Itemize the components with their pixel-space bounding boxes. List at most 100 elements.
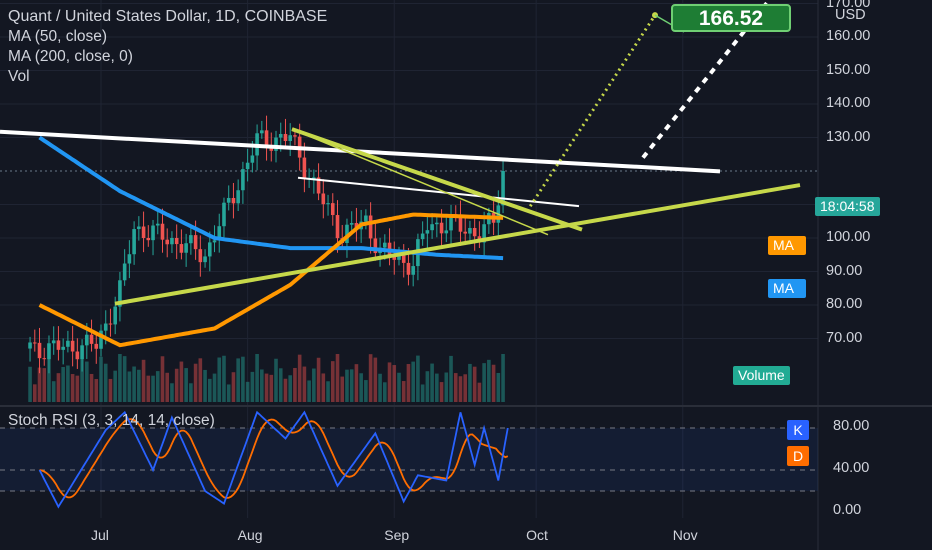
date-tick-label: Nov: [672, 527, 698, 543]
candle-body: [411, 266, 415, 275]
stoch-k-line: [38, 410, 509, 509]
candle-body: [458, 215, 463, 232]
date-tick-label: Sep: [384, 527, 410, 543]
volume-bar: [99, 356, 103, 402]
price-tick-label: 170.00: [826, 0, 871, 11]
candle-body: [245, 162, 250, 170]
candle-body: [113, 306, 117, 325]
volume-bar: [47, 358, 51, 402]
candle-body: [155, 223, 160, 226]
volume-bar: [260, 369, 264, 402]
candle-body: [170, 237, 174, 245]
ma200-badge: MA: [768, 279, 806, 298]
volume-bar: [155, 371, 160, 402]
price-tick-label: 80.00: [826, 296, 863, 312]
candle-body: [80, 345, 84, 360]
currency-label: USD: [835, 7, 866, 23]
candle-body: [85, 334, 89, 346]
volume-bar: [368, 354, 373, 402]
volume-bar: [430, 363, 434, 402]
volume-bar: [293, 367, 297, 402]
candle-body: [444, 230, 449, 234]
candle-body: [203, 256, 207, 263]
candle-body: [373, 238, 378, 254]
volume-bar: [141, 359, 146, 402]
ma200-legend[interactable]: MA (200, close, 0): [8, 48, 133, 65]
volume-bar: [307, 380, 311, 402]
stoch-d-line: [39, 418, 509, 499]
candle-body: [482, 224, 486, 243]
volume-bar: [37, 367, 42, 402]
projection-green: [525, 14, 657, 213]
volume-bar: [477, 382, 482, 402]
volume-bar: [274, 358, 278, 402]
volume-bar: [378, 373, 382, 402]
ma50-line: [38, 212, 504, 348]
ma200-line: [38, 135, 504, 261]
candle-body: [66, 340, 70, 347]
date-tick-label: Oct: [526, 527, 548, 543]
volume-bar: [217, 357, 222, 402]
candle-body: [174, 237, 179, 245]
candle-body: [179, 244, 184, 253]
candle-body: [241, 169, 245, 191]
stoch-rsi-legend[interactable]: Stoch RSI (3, 3, 14, 14, close): [8, 412, 215, 429]
volume-bar: [330, 361, 335, 402]
volume-bar: [146, 375, 151, 402]
volume-bar: [231, 372, 236, 402]
candle-body: [193, 235, 198, 250]
volume-bar: [174, 368, 179, 402]
volume-bar: [113, 370, 117, 402]
candle-body: [463, 231, 468, 234]
candle-body: [56, 340, 61, 350]
volume-bar: [501, 354, 505, 402]
volume-bar: [435, 373, 439, 402]
candle-body: [316, 177, 321, 194]
volume-bar: [312, 368, 316, 402]
candle-body: [302, 157, 307, 180]
candle-body: [430, 224, 434, 231]
volume-bar: [373, 357, 378, 402]
volume-bar: [203, 369, 207, 402]
candle-body: [397, 254, 401, 260]
projection-white: [641, 0, 772, 159]
candle-body: [425, 230, 430, 234]
candle-body: [468, 227, 472, 234]
candle-body: [137, 226, 141, 230]
volume-bar: [425, 371, 430, 402]
volume-bar: [108, 378, 113, 402]
volume-bar: [80, 359, 84, 402]
volume-bar: [278, 368, 283, 402]
volume-bar: [491, 364, 496, 402]
candle-body: [472, 227, 477, 237]
candle-body: [326, 203, 330, 205]
candle-body: [198, 249, 203, 263]
volume-bar: [349, 369, 354, 402]
volume-legend[interactable]: Vol: [8, 68, 30, 85]
candle-body: [42, 358, 47, 360]
symbol-title[interactable]: Quant / United States Dollar, 1D, COINBA…: [8, 8, 328, 25]
volume-bar: [401, 381, 406, 402]
volume-bar: [288, 375, 292, 402]
candle-body: [501, 171, 505, 206]
candle-body: [231, 197, 236, 204]
volume-bar: [354, 364, 359, 402]
volume-bar: [118, 354, 122, 402]
volume-bar: [151, 375, 155, 402]
stoch-band: [0, 428, 818, 491]
volume-bar: [364, 380, 368, 402]
candle-body: [283, 133, 288, 142]
volume-bar: [383, 382, 387, 402]
volume-bar: [406, 364, 411, 402]
countdown-badge: 18:04:58: [815, 197, 880, 216]
candle-body: [312, 177, 316, 179]
volume-bars: [28, 354, 505, 402]
candle-body: [364, 215, 368, 222]
ma50-badge: MA: [768, 236, 806, 255]
ma50-legend[interactable]: MA (50, close): [8, 28, 108, 45]
volume-bar: [70, 374, 75, 402]
volume-bar: [193, 363, 198, 402]
volume-bar: [397, 372, 401, 402]
candle-body: [383, 242, 387, 248]
